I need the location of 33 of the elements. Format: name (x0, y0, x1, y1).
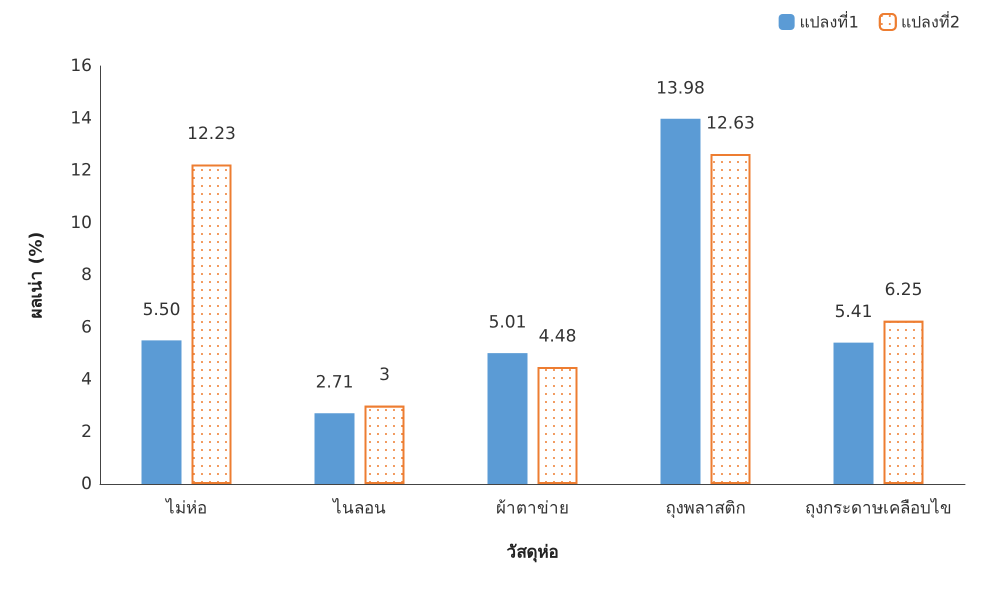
x-axis-title: วัสดุห่อ (506, 542, 558, 562)
data-label: 5.50 (142, 300, 180, 320)
bar (834, 342, 874, 484)
x-tick-label: ไนลอน (331, 498, 386, 518)
y-tick-label: 4 (81, 370, 92, 390)
data-label: 13.98 (656, 78, 705, 98)
bar (314, 413, 354, 484)
x-tick-label: ผ้าตาข่าย (496, 498, 569, 518)
x-tick-label: ถุงกระดาษเคลือบไข (805, 498, 952, 518)
y-tick-label: 8 (81, 265, 92, 285)
y-tick-label: 14 (70, 108, 92, 128)
y-axis-title: ผลเน่า (%) (26, 232, 46, 318)
y-tick-label: 2 (81, 422, 92, 442)
y-tick-label: 0 (81, 474, 92, 494)
data-label: 3 (379, 365, 390, 386)
legend-label: แปลงที่2 (900, 10, 960, 32)
data-label: 5.01 (488, 312, 526, 333)
y-tick-label: 16 (70, 56, 92, 76)
bar (488, 353, 528, 484)
data-label: 4.48 (538, 326, 576, 346)
y-tick-label: 10 (70, 212, 92, 233)
legend-label: แปลงที่1 (800, 10, 859, 32)
x-tick-label: ไม่ห่อ (164, 498, 207, 518)
x-tick-label: ถุงพลาสติก (666, 498, 746, 518)
data-label: 5.41 (834, 302, 872, 322)
data-label: 2.71 (316, 372, 354, 393)
bar (142, 340, 182, 484)
y-tick-label: 12 (70, 160, 92, 180)
bar (660, 118, 700, 484)
data-label: 12.23 (187, 124, 236, 144)
y-tick-label: 6 (81, 317, 92, 338)
data-label: 12.63 (706, 114, 755, 134)
data-label: 6.25 (884, 280, 922, 300)
